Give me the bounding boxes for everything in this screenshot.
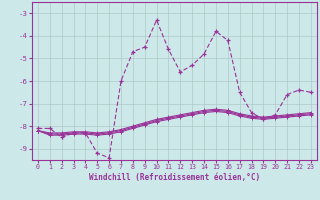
X-axis label: Windchill (Refroidissement éolien,°C): Windchill (Refroidissement éolien,°C) bbox=[89, 173, 260, 182]
